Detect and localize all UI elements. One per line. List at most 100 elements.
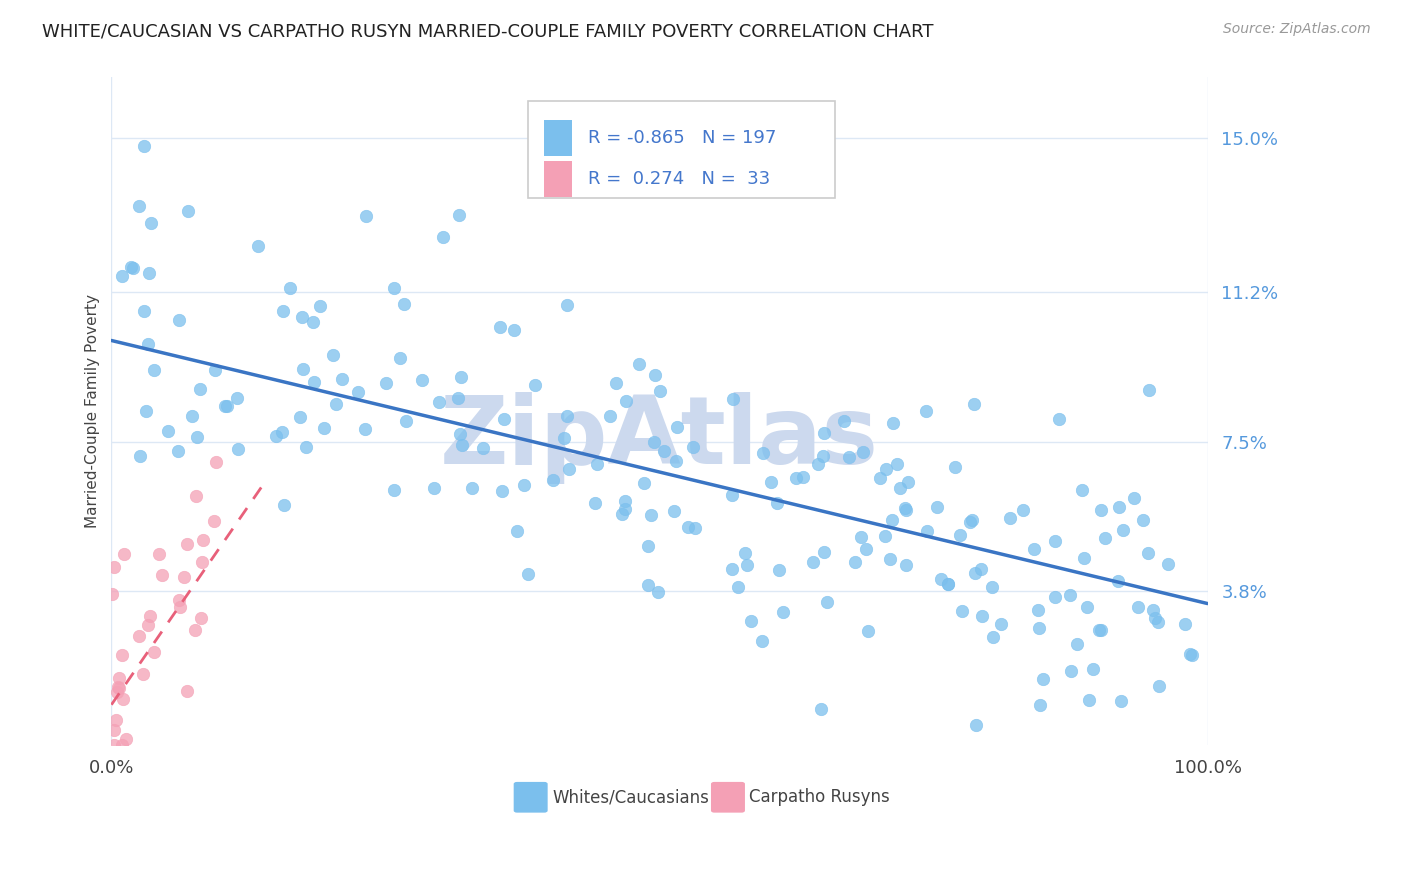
Point (1122, 491, 1144, 505)
Point (129, 449, 152, 463)
Point (896, 503, 918, 517)
Point (191, 533, 214, 547)
Point (855, 541, 877, 556)
Point (325, 397, 347, 411)
Point (167, 313, 190, 327)
Point (643, 435, 665, 450)
Point (103, 738, 125, 752)
Point (740, 614, 762, 628)
Point (1087, 623, 1109, 637)
Point (676, 520, 699, 534)
Point (981, 630, 1004, 644)
Point (1078, 693, 1101, 707)
Point (1157, 557, 1180, 571)
Point (271, 425, 294, 439)
Point (1090, 503, 1112, 517)
Point (135, 403, 157, 417)
Point (897, 475, 920, 490)
Point (727, 580, 749, 594)
Point (1178, 647, 1201, 661)
Point (613, 502, 636, 516)
Point (772, 605, 794, 619)
Point (1026, 603, 1049, 617)
Point (1043, 591, 1066, 605)
Point (766, 496, 789, 510)
Point (949, 528, 972, 542)
Point (734, 546, 756, 560)
Point (176, 684, 198, 698)
FancyBboxPatch shape (513, 782, 548, 813)
Point (105, 685, 128, 699)
Point (111, 268, 134, 283)
Point (817, 595, 839, 609)
FancyBboxPatch shape (527, 101, 835, 198)
Point (970, 562, 993, 576)
Text: WHITE/CAUCASIAN VS CARPATHO RUSYN MARRIED-COUPLE FAMILY POVERTY CORRELATION CHAR: WHITE/CAUCASIAN VS CARPATHO RUSYN MARRIE… (42, 22, 934, 40)
Point (112, 692, 135, 706)
Point (105, 713, 128, 727)
Point (107, 681, 129, 695)
Point (301, 315, 323, 329)
Point (512, 478, 534, 492)
Point (167, 593, 190, 607)
Point (167, 444, 190, 458)
Point (494, 412, 516, 426)
Point (785, 471, 807, 485)
Point (882, 513, 904, 527)
Point (136, 337, 159, 351)
Point (929, 572, 952, 586)
Point (395, 414, 418, 428)
Point (353, 422, 375, 436)
Point (936, 577, 959, 591)
Point (1112, 523, 1135, 537)
Point (633, 475, 655, 490)
Point (215, 399, 238, 413)
Point (1073, 550, 1095, 565)
Text: Source: ZipAtlas.com: Source: ZipAtlas.com (1223, 22, 1371, 37)
Point (599, 409, 621, 424)
Point (735, 558, 758, 572)
Point (557, 298, 579, 312)
Point (354, 209, 377, 223)
Point (132, 667, 155, 681)
Point (288, 409, 311, 424)
Point (184, 623, 207, 637)
Point (143, 644, 166, 658)
Point (869, 471, 891, 485)
Point (111, 738, 134, 752)
FancyBboxPatch shape (544, 161, 572, 197)
Point (461, 481, 484, 495)
Point (447, 391, 470, 405)
Point (491, 483, 513, 498)
Point (423, 481, 446, 495)
Point (134, 139, 156, 153)
Point (959, 516, 981, 530)
Point (998, 511, 1021, 525)
Point (965, 718, 987, 732)
Point (148, 547, 170, 561)
Point (190, 610, 212, 624)
Point (810, 702, 832, 716)
Text: Whites/Caucasians: Whites/Caucasians (553, 789, 709, 806)
Point (1137, 383, 1160, 397)
Point (143, 362, 166, 376)
Point (1029, 698, 1052, 712)
Point (644, 368, 666, 382)
Point (605, 376, 627, 391)
Point (1147, 679, 1170, 693)
Point (489, 320, 512, 334)
Point (637, 578, 659, 592)
Point (882, 417, 904, 431)
Point (122, 261, 145, 276)
Point (150, 567, 173, 582)
Point (139, 608, 162, 623)
Point (583, 496, 606, 510)
Y-axis label: Married-Couple Family Poverty: Married-Couple Family Poverty (86, 294, 100, 528)
Point (180, 409, 202, 424)
Point (382, 483, 405, 497)
Point (990, 616, 1012, 631)
Point (394, 297, 416, 311)
Point (1060, 665, 1083, 679)
Point (844, 555, 866, 569)
Point (875, 462, 897, 476)
